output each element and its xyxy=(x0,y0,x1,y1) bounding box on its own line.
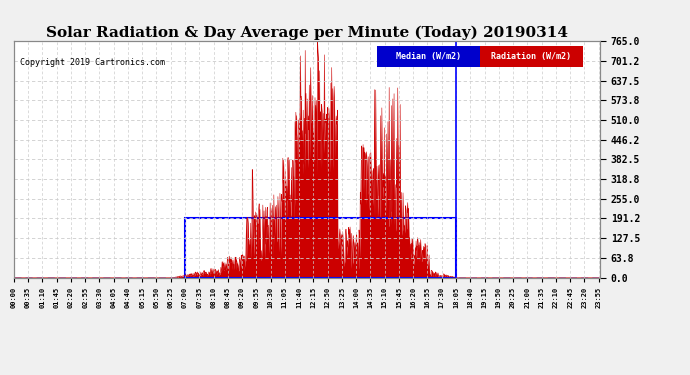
Text: Median (W/m2): Median (W/m2) xyxy=(396,52,461,61)
Title: Solar Radiation & Day Average per Minute (Today) 20190314: Solar Radiation & Day Average per Minute… xyxy=(46,26,568,40)
FancyBboxPatch shape xyxy=(480,46,582,67)
FancyBboxPatch shape xyxy=(377,46,480,67)
Bar xyxy=(185,219,456,278)
Text: Copyright 2019 Cartronics.com: Copyright 2019 Cartronics.com xyxy=(19,58,165,67)
Text: Radiation (W/m2): Radiation (W/m2) xyxy=(491,52,571,61)
